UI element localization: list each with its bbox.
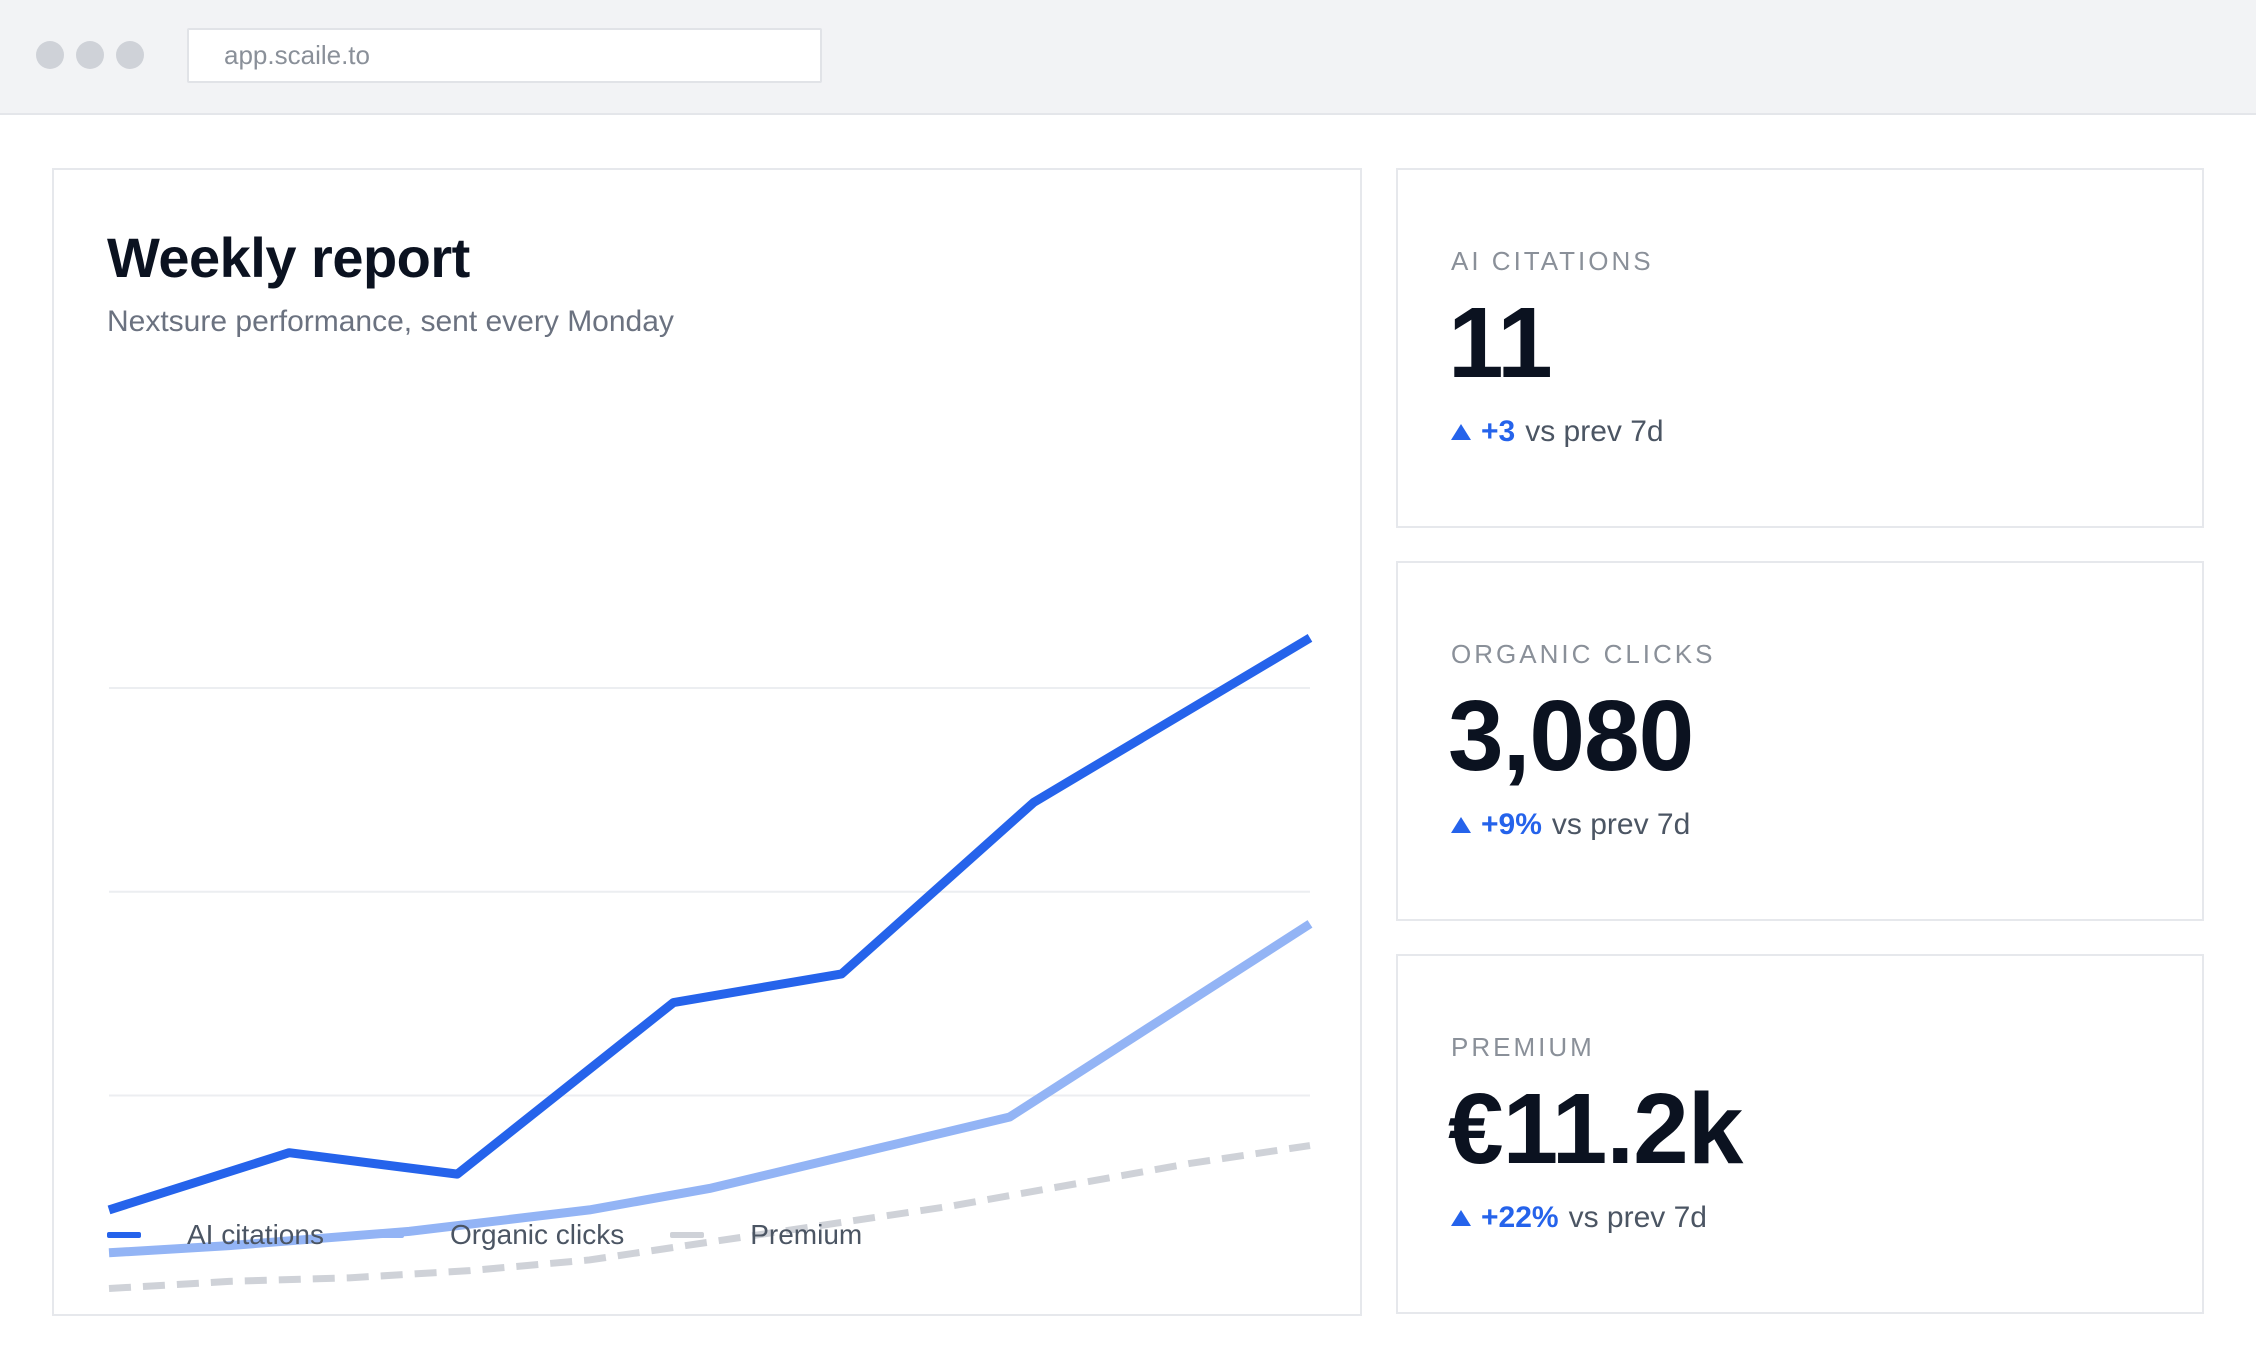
line-chart <box>107 634 1313 1293</box>
stat-value: 3,080 <box>1448 680 1694 792</box>
delta-value: +22% <box>1481 1201 1559 1234</box>
legend-item-ai-citations: AI citations <box>107 1219 324 1251</box>
delta-value: +3 <box>1481 415 1516 448</box>
window-maximize-dot[interactable] <box>116 41 144 69</box>
legend-label: AI citations <box>187 1219 324 1250</box>
page-title: Weekly report <box>107 226 470 289</box>
stat-label: PREMIUM <box>1451 1032 1595 1062</box>
legend-item-premium: Premium <box>670 1219 862 1251</box>
stat-label: ORGANIC CLICKS <box>1451 639 1716 669</box>
url-text: app.scaile.to <box>224 40 370 70</box>
stat-value: 11 <box>1448 287 1553 399</box>
window-close-dot[interactable] <box>36 41 64 69</box>
stat-delta: +22% vs prev 7d <box>1451 1201 1707 1235</box>
stat-delta: +9% vs prev 7d <box>1451 808 1690 842</box>
window-minimize-dot[interactable] <box>76 41 104 69</box>
legend-swatch-premium <box>670 1232 705 1238</box>
trend-up-icon <box>1451 817 1471 833</box>
delta-suffix: vs prev 7d <box>1551 808 1691 841</box>
delta-suffix: vs prev 7d <box>1525 415 1664 448</box>
trend-up-icon <box>1451 1210 1471 1226</box>
legend-label: Organic clicks <box>449 1219 625 1250</box>
delta-suffix: vs prev 7d <box>1568 1201 1707 1234</box>
stat-delta: +3 vs prev 7d <box>1451 415 1664 449</box>
browser-toolbar: app.scaile.to <box>0 0 2256 115</box>
legend-label: Premium <box>750 1219 863 1250</box>
stat-card-premium: PREMIUM €11.2k +22% vs prev 7d <box>1396 954 2204 1314</box>
stat-label: AI CITATIONS <box>1451 246 1654 276</box>
address-bar[interactable]: app.scaile.to <box>187 28 822 83</box>
chart-legend: AI citations Organic clicks Premium <box>107 1215 908 1255</box>
trend-up-icon <box>1451 424 1471 440</box>
weekly-report-card: Weekly report Nextsure performance, sent… <box>52 168 1362 1316</box>
series-line-organic-clicks <box>108 920 1313 1258</box>
stat-card-organic-clicks: ORGANIC CLICKS 3,080 +9% vs prev 7d <box>1396 561 2204 921</box>
legend-swatch-ai-citations <box>107 1232 141 1238</box>
legend-swatch-organic-clicks <box>369 1232 404 1238</box>
stat-value: €11.2k <box>1448 1073 1743 1185</box>
series-line-ai-citations <box>107 634 1313 1215</box>
delta-value: +9% <box>1481 808 1542 841</box>
stat-card-ai-citations: AI CITATIONS 11 +3 vs prev 7d <box>1396 168 2204 528</box>
page-subtitle: Nextsure performance, sent every Monday <box>107 305 674 338</box>
legend-item-organic-clicks: Organic clicks <box>369 1219 625 1251</box>
